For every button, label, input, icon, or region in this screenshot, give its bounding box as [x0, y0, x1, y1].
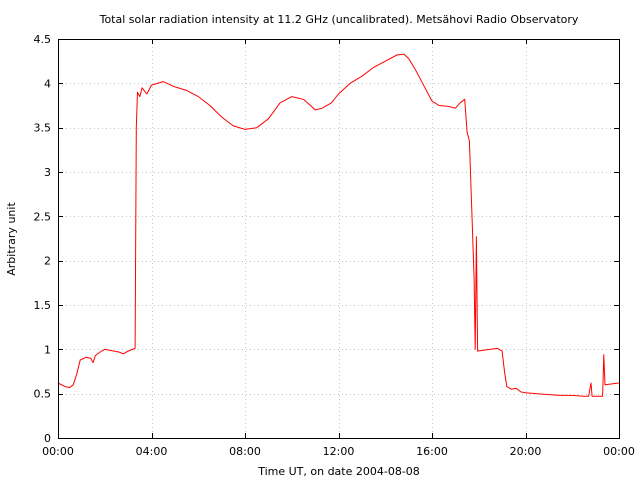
y-tick-label: 0.5	[34, 388, 52, 401]
y-tick-label: 1	[44, 343, 51, 356]
series-line-1	[57, 53, 620, 397]
x-axis-label: Time UT, on date 2004-08-08	[257, 465, 420, 478]
x-tick-label: 00:00	[603, 445, 635, 458]
y-tick-label: 3	[44, 166, 51, 179]
x-tick-label: 04:00	[136, 445, 168, 458]
y-tick-label: 0	[44, 432, 51, 445]
grid-lines	[58, 39, 619, 438]
x-tick-label: 20:00	[510, 445, 542, 458]
y-tick-label: 1.5	[34, 299, 52, 312]
y-tick-label: 2.5	[34, 210, 52, 223]
x-tick-label: 12:00	[323, 445, 355, 458]
y-tick-label: 4	[44, 77, 51, 90]
x-tick-label: 00:00	[42, 445, 74, 458]
chart-title: Total solar radiation intensity at 11.2 …	[99, 13, 579, 26]
y-tick-label: 3.5	[34, 122, 52, 135]
x-tick-label: 16:00	[416, 445, 448, 458]
axis-ticks: 00:00 04:00 08:00 12:00 16:00 20:00 00:0000.51…	[34, 33, 635, 458]
y-axis-label: Arbitrary unit	[5, 202, 18, 276]
plot-frame	[58, 39, 620, 439]
x-tick-label: 08:00	[229, 445, 261, 458]
y-tick-label: 4.5	[34, 33, 52, 46]
series-layer	[57, 53, 620, 397]
y-tick-label: 2	[44, 255, 51, 268]
